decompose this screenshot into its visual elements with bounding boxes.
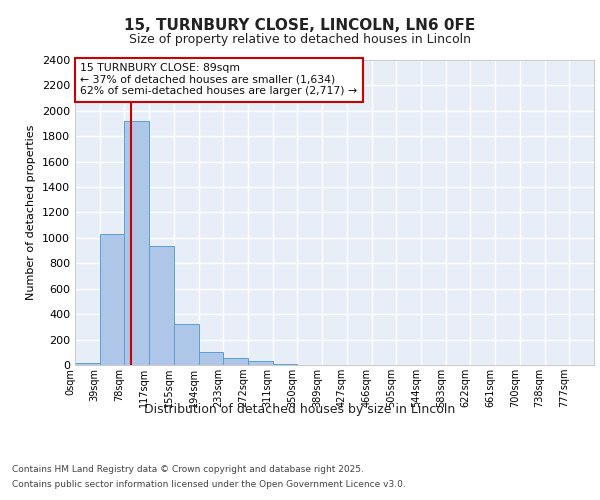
Text: Size of property relative to detached houses in Lincoln: Size of property relative to detached ho… [129, 32, 471, 46]
Text: Contains HM Land Registry data © Crown copyright and database right 2025.: Contains HM Land Registry data © Crown c… [12, 465, 364, 474]
Text: 15 TURNBURY CLOSE: 89sqm
← 37% of detached houses are smaller (1,634)
62% of sem: 15 TURNBURY CLOSE: 89sqm ← 37% of detach… [80, 63, 358, 96]
Bar [149, 246, 174, 365]
Bar [223, 358, 248, 365]
Text: Contains public sector information licensed under the Open Government Licence v3: Contains public sector information licen… [12, 480, 406, 489]
Bar [273, 364, 298, 365]
Text: Distribution of detached houses by size in Lincoln: Distribution of detached houses by size … [145, 402, 455, 415]
Y-axis label: Number of detached properties: Number of detached properties [26, 125, 37, 300]
Bar [100, 234, 124, 365]
Bar [174, 324, 199, 365]
Bar [124, 121, 149, 365]
Bar [75, 363, 100, 365]
Bar [199, 352, 223, 365]
Text: 15, TURNBURY CLOSE, LINCOLN, LN6 0FE: 15, TURNBURY CLOSE, LINCOLN, LN6 0FE [124, 18, 476, 32]
Bar [248, 361, 273, 365]
